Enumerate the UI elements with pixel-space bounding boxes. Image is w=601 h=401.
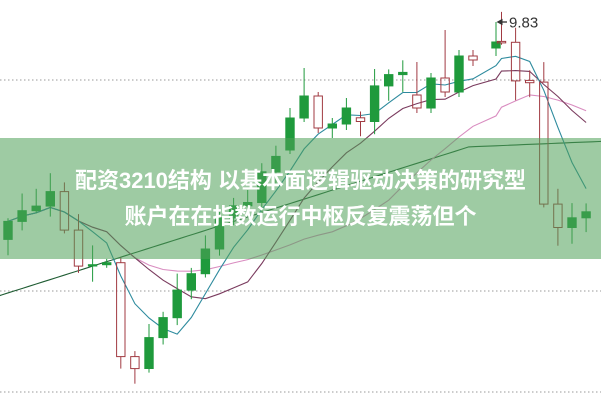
svg-text:9.83: 9.83 [509,15,538,32]
